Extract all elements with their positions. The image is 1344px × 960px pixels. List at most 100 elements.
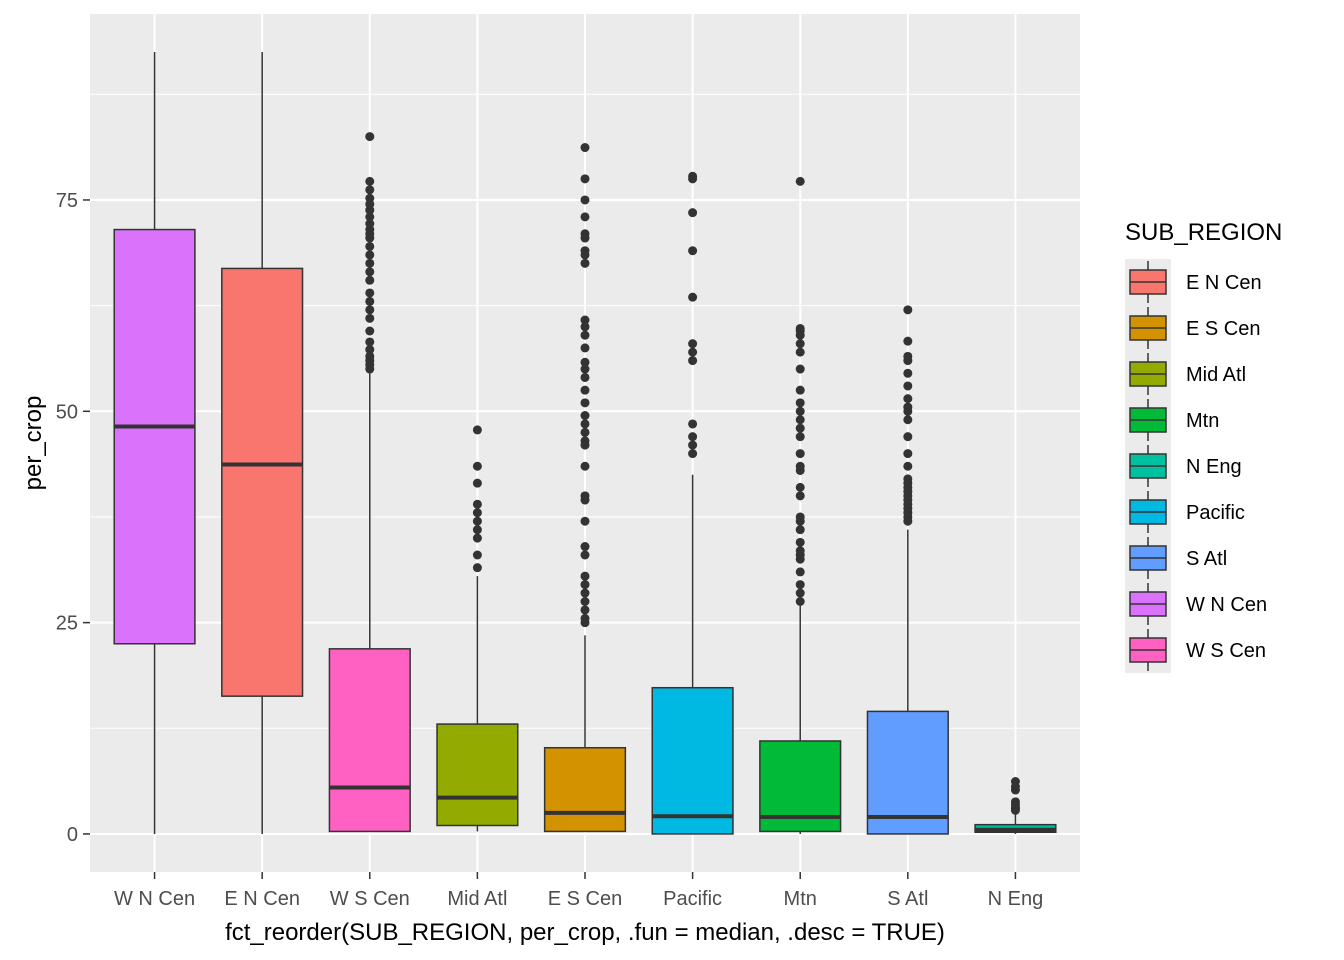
outlier-point — [580, 357, 590, 367]
outlier-point — [903, 381, 913, 391]
outlier-point — [903, 449, 913, 459]
outlier-point — [365, 313, 375, 323]
outlier-point — [795, 567, 805, 577]
y-tick-label: 25 — [56, 613, 78, 635]
outlier-point — [472, 525, 482, 535]
outlier-point — [580, 246, 590, 256]
outlier-point — [472, 550, 482, 560]
outlier-point — [580, 613, 590, 623]
x-tick-label: E S Cen — [548, 888, 622, 910]
outlier-point — [903, 415, 913, 425]
outlier-point — [365, 132, 375, 142]
outlier-point — [580, 229, 590, 239]
x-tick-label: Pacific — [663, 888, 722, 910]
outlier-point — [365, 288, 375, 298]
outlier-point — [795, 588, 805, 598]
legend-item: Mtn — [1125, 397, 1219, 443]
legend-item: E S Cen — [1125, 305, 1260, 351]
box-rect — [436, 723, 519, 827]
outlier-point — [472, 563, 482, 573]
outlier-point — [580, 461, 590, 471]
outlier-point — [472, 533, 482, 543]
x-tick-label: N Eng — [988, 888, 1044, 910]
outlier-point — [795, 423, 805, 433]
outlier-point — [795, 537, 805, 547]
outlier-point — [580, 174, 590, 184]
outlier-point — [580, 398, 590, 408]
x-tick-label: W N Cen — [114, 888, 195, 910]
legend-item: S Atl — [1125, 535, 1227, 581]
y-tick-label: 75 — [56, 190, 78, 212]
outlier-point — [688, 356, 698, 366]
outlier-point — [795, 491, 805, 501]
outlier-point — [795, 432, 805, 442]
outlier-point — [688, 419, 698, 429]
legend: SUB_REGION E N Cen E S Cen Mid Atl Mtn N Eng… — [1125, 219, 1282, 673]
x-tick-label: Mtn — [784, 888, 817, 910]
outlier-point — [365, 337, 375, 347]
outlier-point — [580, 315, 590, 325]
outlier-point — [580, 212, 590, 222]
outlier-point — [365, 345, 375, 355]
x-tick-label: Mid Atl — [447, 888, 507, 910]
outlier-point — [688, 440, 698, 450]
outlier-point — [688, 432, 698, 442]
outlier-point — [688, 347, 698, 357]
outlier-point — [688, 339, 698, 349]
legend-label: Mtn — [1186, 410, 1219, 432]
outlier-point — [795, 364, 805, 374]
outlier-point — [580, 195, 590, 205]
legend-label: E N Cen — [1186, 272, 1262, 294]
x-axis-title: fct_reorder(SUB_REGION, per_crop, .fun =… — [225, 919, 945, 946]
outlier-point — [365, 250, 375, 260]
outlier-point — [580, 580, 590, 590]
box-pacific — [651, 171, 734, 835]
legend-label: W S Cen — [1186, 640, 1266, 662]
outlier-point — [580, 364, 590, 374]
outlier-point — [472, 461, 482, 471]
outlier-point — [580, 571, 590, 581]
outlier-point — [903, 336, 913, 346]
outlier-point — [795, 406, 805, 416]
outlier-point — [365, 258, 375, 268]
outlier-point — [795, 398, 805, 408]
outlier-point — [580, 588, 590, 598]
outlier-point — [795, 323, 805, 333]
x-tick-label: S Atl — [887, 888, 928, 910]
box-rect — [221, 267, 304, 697]
outlier-point — [580, 516, 590, 526]
outlier-point — [688, 208, 698, 218]
legend-label: W N Cen — [1186, 594, 1267, 616]
outlier-point — [580, 542, 590, 552]
outlier-point — [365, 193, 375, 203]
outlier-point — [903, 474, 913, 484]
outlier-point — [795, 580, 805, 590]
boxes — [113, 52, 1057, 835]
outlier-point — [580, 411, 590, 421]
outlier-point — [688, 246, 698, 256]
outlier-point — [365, 305, 375, 315]
outlier-point — [580, 322, 590, 332]
outlier-point — [580, 343, 590, 353]
box-n-eng — [974, 777, 1057, 834]
outlier-point — [365, 351, 375, 361]
legend-item: N Eng — [1125, 443, 1242, 489]
legend-label: Pacific — [1186, 502, 1245, 524]
outlier-point — [580, 550, 590, 560]
outlier-point — [365, 267, 375, 277]
outlier-point — [472, 516, 482, 526]
outlier-point — [795, 461, 805, 471]
box-rect — [543, 746, 627, 833]
outlier-point — [903, 368, 913, 378]
outlier-point — [795, 385, 805, 395]
legend-label: E S Cen — [1186, 318, 1260, 340]
outlier-point — [795, 339, 805, 349]
outlier-point — [903, 351, 913, 361]
outlier-point — [795, 525, 805, 535]
outlier-point — [795, 596, 805, 606]
box-mid-atl — [436, 425, 519, 832]
x-tick-label: E N Cen — [224, 888, 300, 910]
outlier-point — [580, 143, 590, 153]
legend-item: E N Cen — [1125, 259, 1262, 305]
outlier-point — [903, 305, 913, 315]
